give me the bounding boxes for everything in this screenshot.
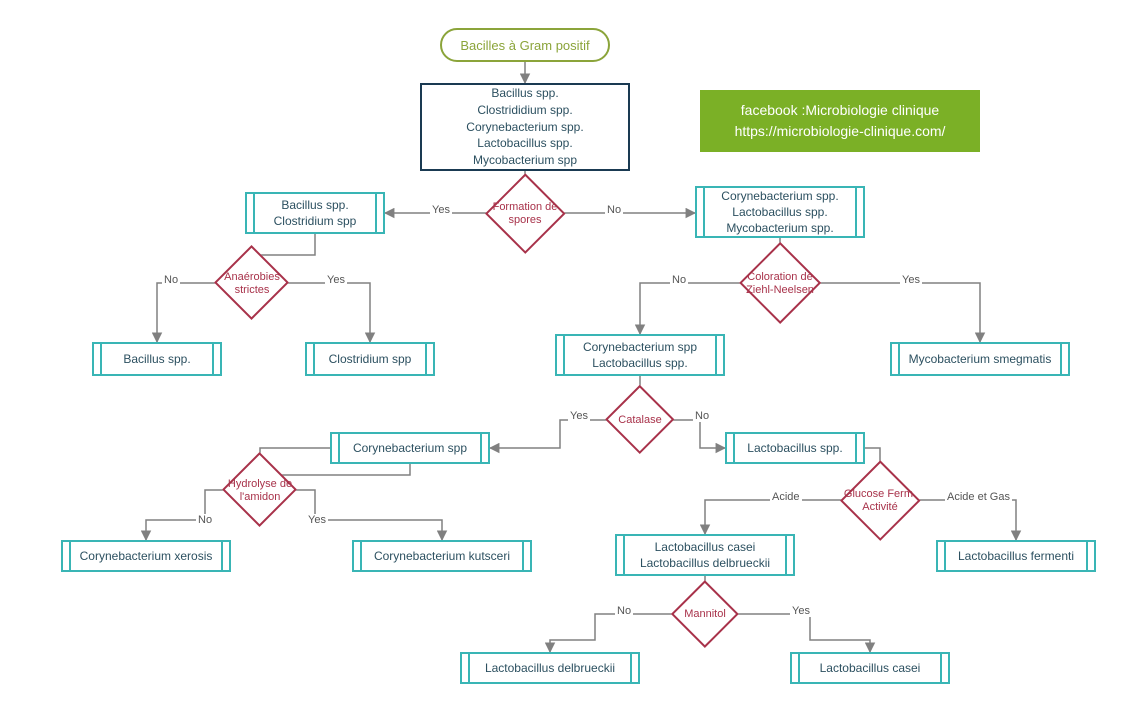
decision-d_ziehl xyxy=(739,242,821,324)
decision-d_mannitol xyxy=(671,580,738,647)
result-node-lact_cas_del: Lactobacillus caseiLactobacillus delbrue… xyxy=(615,534,795,576)
result-node-cory: Corynebacterium spp xyxy=(330,432,490,464)
result-node-cory_kut: Corynebacterium kutsceri xyxy=(352,540,532,572)
edge-label: Yes xyxy=(790,605,812,617)
decision-d_amidon xyxy=(222,452,297,527)
result-node-lact_cas: Lactobacillus casei xyxy=(790,652,950,684)
edge-label: No xyxy=(605,204,623,216)
result-node-bac_clos: Bacillus spp.Clostridium spp xyxy=(245,192,385,234)
result-node-lact_del: Lactobacillus delbrueckii xyxy=(460,652,640,684)
result-node-lact_ferm: Lactobacillus fermenti xyxy=(936,540,1096,572)
edge-label: No xyxy=(693,410,711,422)
edge-d_mannitol-lact_del xyxy=(550,614,678,652)
result-node-bacillus: Bacillus spp. xyxy=(92,342,222,376)
edge-label: Yes xyxy=(568,410,590,422)
edge-d_ziehl-cory_lact xyxy=(640,283,747,334)
edge-d_amidon-cory_xer xyxy=(146,490,230,540)
edge-label: No xyxy=(615,605,633,617)
result-node-myco_smeg: Mycobacterium smegmatis xyxy=(890,342,1070,376)
start-node: Bacilles à Gram positif xyxy=(440,28,610,62)
edge-label: No xyxy=(196,514,214,526)
edge-label: No xyxy=(162,274,180,286)
edge-d_anaer-bacillus xyxy=(157,283,222,342)
edge-d_anaer-clostridium xyxy=(282,283,370,342)
edge-label: Yes xyxy=(325,274,347,286)
decision-d_anaer xyxy=(214,245,289,320)
result-node-cory_lact_myco: Corynebacterium spp.Lactobacillus spp.My… xyxy=(695,186,865,238)
process-node-list1: Bacillus spp.Clostrididium spp.Corynebac… xyxy=(420,83,630,171)
result-node-cory_lact: Corynebacterium sppLactobacillus spp. xyxy=(555,334,725,376)
edge-label: No xyxy=(670,274,688,286)
edge-d_mannitol-lact_cas xyxy=(732,614,870,652)
edge-cory-d_amidon xyxy=(260,464,410,475)
result-node-clostridium: Clostridium spp xyxy=(305,342,435,376)
edge-d_glucose-lact_cas_del xyxy=(705,500,848,534)
edge-label: Acide xyxy=(770,491,802,503)
decision-d_spores xyxy=(485,173,565,253)
edge-d_catalase-cory xyxy=(490,420,612,448)
edge-label: Yes xyxy=(306,514,328,526)
edge-label: Acide et Gas xyxy=(945,491,1012,503)
edge-d_glucose-lact_ferm xyxy=(912,500,1016,540)
edge-label: Yes xyxy=(900,274,922,286)
result-node-cory_xer: Corynebacterium xerosis xyxy=(61,540,231,572)
info-box: facebook :Microbiologie clinique https:/… xyxy=(700,90,980,152)
edge-d_ziehl-myco_smeg xyxy=(813,283,980,342)
decision-d_glucose xyxy=(840,460,920,540)
edge-d_catalase-lacto xyxy=(668,420,725,448)
info-line1: facebook :Microbiologie clinique xyxy=(716,100,964,121)
edge-label: Yes xyxy=(430,204,452,216)
decision-d_catalase xyxy=(605,385,675,455)
info-line2: https://microbiologie-clinique.com/ xyxy=(716,121,964,142)
result-node-lacto: Lactobacillus spp. xyxy=(725,432,865,464)
